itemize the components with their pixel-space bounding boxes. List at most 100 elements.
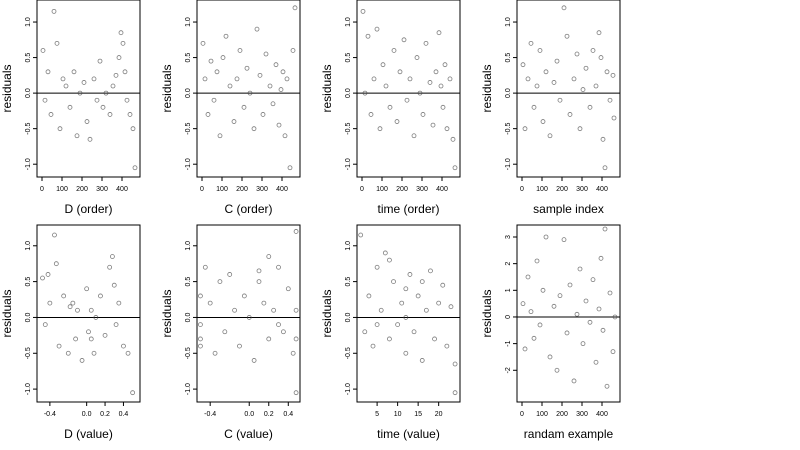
y-tick-label: -1 — [505, 340, 512, 346]
point — [610, 349, 616, 355]
point — [587, 319, 593, 325]
point — [522, 346, 528, 352]
point — [551, 80, 557, 85]
point — [73, 336, 79, 342]
y-tick-label: 1.0 — [25, 17, 32, 27]
x-tick-label: 100 — [376, 186, 388, 193]
point — [452, 165, 458, 171]
y-tick-label: 0.5 — [185, 277, 192, 287]
point — [100, 104, 106, 110]
y-axis-label: residuals — [480, 64, 494, 112]
point — [401, 37, 407, 43]
y-tick-label: -1.0 — [25, 158, 32, 170]
panel: -1.0 -0.5 0.0 0.5 1.0 0 100 200 300 400 D (order) r… — [0, 0, 141, 216]
point — [98, 293, 103, 299]
point — [580, 87, 586, 92]
y-axis-label: residuals — [0, 64, 14, 112]
point — [97, 58, 103, 64]
plot-frame — [36, 224, 141, 403]
y-tick-label: 1.0 — [185, 17, 192, 27]
point — [380, 62, 386, 68]
point — [362, 90, 368, 96]
x-tick-label: 0.0 — [82, 411, 92, 418]
point — [394, 119, 400, 124]
point — [531, 335, 537, 341]
point — [577, 126, 583, 132]
point — [360, 8, 366, 14]
point — [551, 303, 557, 309]
point — [397, 69, 403, 75]
point — [564, 330, 570, 336]
point — [53, 261, 59, 267]
y-axis-label: residuals — [160, 64, 174, 112]
point — [116, 55, 122, 60]
point — [205, 112, 211, 117]
point — [444, 126, 450, 132]
x-tick-label: 0 — [520, 411, 524, 418]
point — [358, 232, 364, 238]
point — [583, 298, 589, 304]
point — [593, 83, 599, 89]
point — [593, 359, 599, 365]
x-axis-label: C (order) — [224, 202, 272, 216]
point — [580, 341, 586, 347]
point — [607, 97, 613, 103]
point — [571, 76, 577, 82]
point — [91, 350, 97, 356]
point — [273, 62, 279, 68]
point — [102, 332, 108, 338]
point — [537, 322, 543, 328]
point — [247, 90, 253, 96]
point — [287, 165, 293, 171]
y-tick-label: -0.5 — [185, 123, 192, 135]
point — [48, 112, 54, 117]
point — [602, 165, 608, 171]
point — [116, 300, 122, 306]
y-tick-label: 0.0 — [25, 312, 32, 322]
point — [130, 390, 136, 396]
point — [113, 322, 119, 328]
point — [528, 309, 534, 315]
point — [374, 264, 380, 270]
plot-frame — [516, 0, 621, 178]
x-tick-label: 0.2 — [100, 411, 110, 418]
x-tick-label: 300 — [416, 186, 428, 193]
point — [88, 307, 94, 313]
y-tick-label: -0.5 — [505, 123, 512, 135]
point — [554, 367, 560, 373]
point — [202, 264, 208, 270]
point — [602, 226, 608, 232]
point — [110, 254, 115, 259]
point — [293, 307, 299, 313]
point — [368, 112, 374, 117]
y-tick-label: 1.0 — [185, 241, 192, 251]
point — [600, 136, 606, 142]
point — [113, 72, 119, 78]
x-tick-label: 0 — [200, 186, 204, 193]
y-tick-label: 0.0 — [25, 88, 32, 98]
point — [285, 286, 291, 292]
point — [598, 255, 604, 261]
y-axis-label: residuals — [480, 289, 494, 337]
point — [271, 307, 277, 313]
point — [383, 83, 389, 89]
point — [540, 287, 546, 293]
point — [525, 76, 531, 82]
point — [587, 104, 593, 110]
y-tick-label: -1.0 — [185, 158, 192, 170]
point — [403, 315, 409, 320]
x-axis-label: time (value) — [377, 427, 440, 441]
point — [207, 300, 213, 306]
point — [612, 314, 618, 320]
y-axis-label: residuals — [320, 64, 334, 112]
point — [522, 126, 528, 132]
y-tick-label: 0.0 — [345, 312, 352, 322]
point — [87, 136, 93, 142]
point — [254, 26, 260, 32]
point — [125, 350, 131, 356]
point — [276, 322, 281, 328]
point — [440, 104, 446, 110]
point — [54, 40, 60, 46]
x-axis-label: D (order) — [64, 202, 112, 216]
point — [407, 76, 413, 82]
